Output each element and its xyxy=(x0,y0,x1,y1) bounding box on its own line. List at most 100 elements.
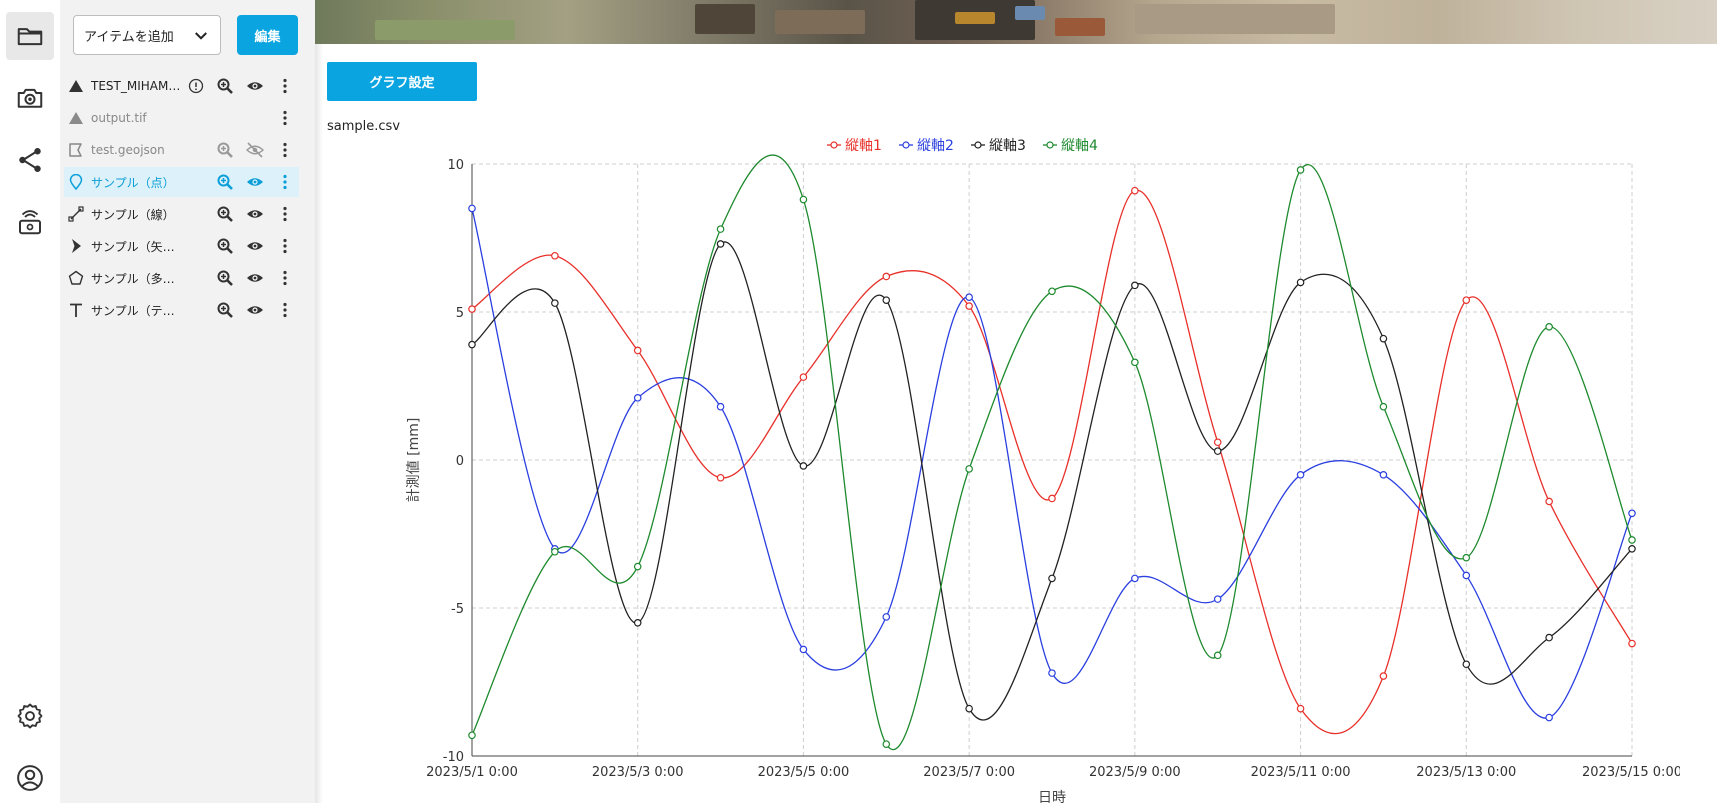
more-icon[interactable] xyxy=(276,205,294,223)
data-point[interactable] xyxy=(1131,281,1139,290)
data-point[interactable] xyxy=(551,299,559,307)
layer-item[interactable]: test.geojson xyxy=(60,135,300,165)
data-point[interactable] xyxy=(1379,402,1388,411)
settings-button[interactable] xyxy=(6,692,54,740)
eye-icon[interactable] xyxy=(246,205,264,223)
data-point[interactable] xyxy=(468,340,476,349)
layer-item[interactable]: TEST_MIHAMA... xyxy=(60,71,300,101)
more-icon[interactable] xyxy=(276,141,294,159)
more-icon[interactable] xyxy=(276,237,294,255)
data-point[interactable] xyxy=(1379,672,1388,680)
data-point[interactable] xyxy=(633,346,642,355)
more-icon[interactable] xyxy=(276,301,294,319)
legend-item-4[interactable]: 縦軸4 xyxy=(1043,138,1098,154)
data-point[interactable] xyxy=(1545,323,1553,331)
data-point[interactable] xyxy=(1462,571,1471,580)
data-point[interactable] xyxy=(716,402,725,411)
legend-item-3[interactable]: 縦軸3 xyxy=(971,138,1026,154)
data-point[interactable] xyxy=(1462,660,1471,669)
data-point[interactable] xyxy=(468,204,476,213)
data-point[interactable] xyxy=(633,394,642,402)
info-icon[interactable] xyxy=(187,77,205,95)
data-point[interactable] xyxy=(965,293,973,302)
layer-item[interactable]: サンプル（矢印） xyxy=(60,231,300,261)
data-point[interactable] xyxy=(799,645,808,654)
eye-icon[interactable] xyxy=(246,269,264,287)
layer-item-selected[interactable]: サンプル（点） xyxy=(64,167,299,197)
layer-item[interactable]: サンプル（線） xyxy=(60,199,300,229)
data-point[interactable] xyxy=(1048,287,1056,296)
add-item-select[interactable]: アイテムを追加 xyxy=(73,15,221,55)
data-point[interactable] xyxy=(1545,497,1553,506)
data-point[interactable] xyxy=(1628,509,1636,518)
share-button[interactable] xyxy=(6,136,54,184)
data-point[interactable] xyxy=(1545,633,1553,642)
zoom-icon[interactable] xyxy=(216,141,234,159)
data-point[interactable] xyxy=(1379,334,1388,343)
data-point[interactable] xyxy=(799,462,808,470)
map-view[interactable] xyxy=(315,0,1717,44)
zoom-icon[interactable] xyxy=(216,77,234,95)
data-point[interactable] xyxy=(1213,595,1222,603)
data-point[interactable] xyxy=(468,731,476,740)
data-point[interactable] xyxy=(1296,704,1305,713)
data-point[interactable] xyxy=(1379,470,1388,479)
data-point[interactable] xyxy=(1213,447,1222,455)
data-point[interactable] xyxy=(1628,639,1636,648)
data-point[interactable] xyxy=(633,562,642,571)
eye-icon[interactable] xyxy=(246,77,264,95)
data-point[interactable] xyxy=(1628,544,1636,553)
data-point[interactable] xyxy=(965,302,973,310)
data-point[interactable] xyxy=(716,240,725,248)
more-icon[interactable] xyxy=(276,77,294,95)
zoom-icon[interactable] xyxy=(216,237,234,255)
data-point[interactable] xyxy=(1048,494,1056,503)
layer-item[interactable]: サンプル（テキス... xyxy=(60,295,300,325)
data-point[interactable] xyxy=(1048,574,1056,583)
data-point[interactable] xyxy=(799,195,808,204)
eye-icon[interactable] xyxy=(246,173,264,191)
folder-button[interactable] xyxy=(6,12,54,60)
account-button[interactable] xyxy=(6,754,54,802)
data-point[interactable] xyxy=(965,704,973,713)
data-point[interactable] xyxy=(633,618,642,627)
data-point[interactable] xyxy=(1048,669,1056,677)
edit-button[interactable]: 編集 xyxy=(237,15,298,55)
legend-item-2[interactable]: 縦軸2 xyxy=(899,138,954,154)
data-point[interactable] xyxy=(1131,358,1139,367)
data-point[interactable] xyxy=(882,740,891,748)
data-point[interactable] xyxy=(1213,651,1222,660)
layer-item[interactable]: output.tif xyxy=(60,103,300,133)
data-point[interactable] xyxy=(1545,713,1553,722)
eye-icon[interactable] xyxy=(246,301,264,319)
layer-item[interactable]: サンプル（多角形） xyxy=(60,263,300,293)
data-point[interactable] xyxy=(1462,553,1471,562)
data-point[interactable] xyxy=(1462,296,1471,304)
graph-settings-button[interactable]: グラフ設定 xyxy=(327,62,477,101)
data-point[interactable] xyxy=(551,547,559,556)
data-point[interactable] xyxy=(882,613,891,621)
more-icon[interactable] xyxy=(276,173,294,191)
sensor-button[interactable] xyxy=(6,198,54,246)
data-point[interactable] xyxy=(716,225,725,233)
data-point[interactable] xyxy=(1213,438,1222,447)
more-icon[interactable] xyxy=(276,109,294,127)
zoom-icon[interactable] xyxy=(216,301,234,319)
data-point[interactable] xyxy=(882,296,891,304)
data-point[interactable] xyxy=(551,251,559,260)
camera-button[interactable] xyxy=(6,74,54,122)
legend-item-1[interactable]: 縦軸1 xyxy=(827,138,882,154)
eye-off-icon[interactable] xyxy=(246,141,264,159)
zoom-icon[interactable] xyxy=(216,205,234,223)
data-point[interactable] xyxy=(882,272,891,281)
data-point[interactable] xyxy=(716,473,725,482)
data-point[interactable] xyxy=(965,465,973,473)
data-point[interactable] xyxy=(1131,186,1139,195)
data-point[interactable] xyxy=(799,373,808,381)
data-point[interactable] xyxy=(1296,166,1305,174)
data-point[interactable] xyxy=(468,305,476,313)
data-point[interactable] xyxy=(1628,536,1636,544)
zoom-icon[interactable] xyxy=(216,173,234,191)
data-point[interactable] xyxy=(1296,278,1305,287)
data-point[interactable] xyxy=(1131,574,1139,583)
